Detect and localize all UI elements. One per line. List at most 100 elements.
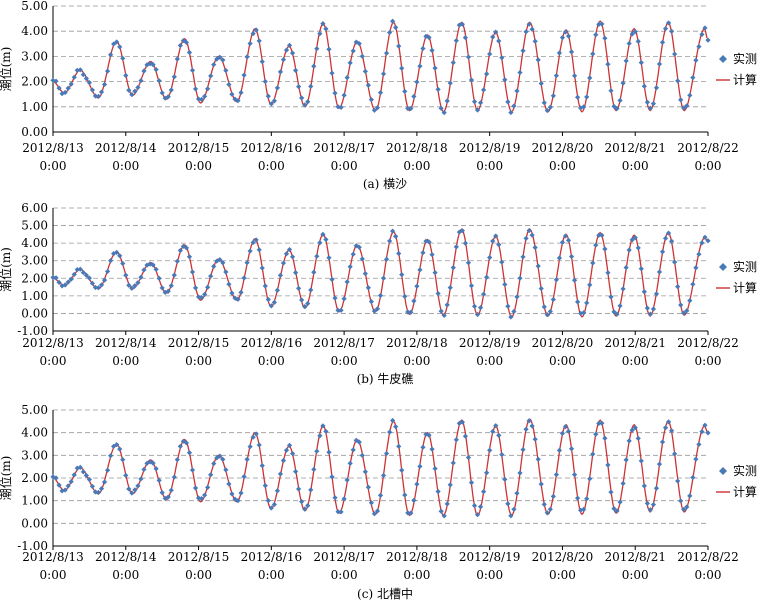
data-point-实测 bbox=[150, 62, 156, 68]
data-point-实测 bbox=[141, 267, 147, 273]
data-point-实测 bbox=[241, 275, 247, 281]
data-point-实测 bbox=[587, 476, 593, 482]
data-point-实测 bbox=[308, 83, 314, 89]
data-point-实测 bbox=[635, 435, 641, 441]
data-point-实测 bbox=[77, 266, 83, 272]
data-point-实测 bbox=[665, 20, 672, 26]
data-point-实测 bbox=[208, 472, 214, 478]
data-point-实测 bbox=[259, 265, 265, 271]
legend-label: 实测 bbox=[733, 259, 757, 274]
data-point-实测 bbox=[481, 87, 487, 93]
data-point-实测 bbox=[377, 492, 384, 498]
data-point-实测 bbox=[447, 80, 453, 86]
x-tick-label: 2012/8/21 bbox=[604, 550, 666, 564]
data-point-实测 bbox=[532, 244, 538, 251]
data-point-实测 bbox=[402, 293, 408, 299]
data-point-实测 bbox=[238, 89, 244, 96]
data-point-实测 bbox=[305, 502, 311, 509]
data-point-实测 bbox=[493, 29, 499, 35]
data-point-实测 bbox=[487, 51, 493, 57]
data-point-实测 bbox=[220, 260, 226, 266]
data-point-实测 bbox=[226, 481, 232, 487]
data-point-实测 bbox=[681, 506, 687, 513]
data-point-实测 bbox=[490, 34, 496, 40]
data-point-实测 bbox=[626, 40, 632, 47]
data-point-实测 bbox=[675, 284, 681, 290]
data-point-实测 bbox=[56, 85, 62, 91]
data-point-实测 bbox=[393, 424, 399, 430]
data-point-实测 bbox=[502, 77, 508, 83]
data-point-实测 bbox=[571, 73, 578, 79]
data-point-实测 bbox=[550, 493, 556, 499]
y-tick-label: 2.00 bbox=[21, 75, 48, 89]
data-point-实测 bbox=[356, 439, 362, 445]
y-tick-label: 5.00 bbox=[21, 0, 48, 13]
data-point-实测 bbox=[129, 490, 135, 496]
data-point-实测 bbox=[684, 308, 690, 314]
data-point-实测 bbox=[426, 239, 432, 245]
data-point-实测 bbox=[98, 486, 105, 492]
data-point-实测 bbox=[347, 460, 353, 466]
data-point-实测 bbox=[644, 500, 650, 506]
y-tick-label: 1.00 bbox=[21, 494, 48, 508]
data-point-实测 bbox=[535, 57, 541, 63]
data-point-实测 bbox=[411, 298, 417, 304]
data-point-实测 bbox=[420, 444, 426, 450]
data-point-实测 bbox=[80, 469, 86, 475]
data-point-实测 bbox=[223, 67, 229, 74]
data-point-实测 bbox=[414, 79, 420, 85]
data-point-实测 bbox=[523, 235, 529, 242]
data-point-实测 bbox=[356, 244, 362, 250]
data-point-实测 bbox=[399, 65, 405, 71]
data-point-实测 bbox=[605, 270, 611, 276]
data-point-实测 bbox=[675, 478, 681, 484]
data-point-实测 bbox=[647, 507, 653, 513]
data-point-实测 bbox=[696, 44, 702, 50]
data-point-实测 bbox=[590, 451, 596, 457]
data-point-实测 bbox=[183, 245, 190, 251]
data-point-实测 bbox=[705, 37, 711, 43]
data-point-实测 bbox=[614, 508, 620, 514]
data-point-实测 bbox=[678, 498, 684, 504]
data-point-实测 bbox=[447, 285, 453, 291]
data-point-实测 bbox=[174, 258, 180, 264]
data-point-实测 bbox=[286, 42, 293, 48]
data-point-实测 bbox=[250, 239, 256, 246]
data-point-实测 bbox=[496, 38, 502, 44]
data-point-实测 bbox=[238, 289, 244, 295]
data-point-实测 bbox=[611, 506, 617, 512]
data-point-实测 bbox=[617, 499, 623, 505]
data-point-实测 bbox=[132, 283, 138, 289]
data-point-实测 bbox=[320, 21, 326, 27]
data-point-实测 bbox=[89, 280, 96, 286]
data-point-实测 bbox=[350, 447, 356, 453]
y-axis-label: 潮位(m) bbox=[0, 456, 13, 501]
data-point-实测 bbox=[189, 269, 196, 275]
x-tick-label: 2012/8/18 bbox=[386, 550, 448, 564]
data-point-实测 bbox=[83, 75, 89, 82]
data-point-实测 bbox=[217, 54, 223, 60]
data-point-实测 bbox=[65, 279, 71, 285]
data-point-实测 bbox=[65, 483, 71, 489]
data-point-实测 bbox=[514, 490, 520, 496]
y-tick-label: 5.00 bbox=[21, 219, 48, 233]
data-point-实测 bbox=[650, 100, 657, 107]
data-point-实测 bbox=[462, 433, 469, 439]
data-point-实测 bbox=[547, 506, 553, 512]
data-point-实测 bbox=[114, 249, 120, 256]
data-point-实测 bbox=[435, 86, 441, 93]
data-point-实测 bbox=[83, 272, 89, 278]
data-point-实测 bbox=[471, 303, 478, 309]
data-point-实测 bbox=[459, 228, 465, 234]
data-point-实测 bbox=[235, 498, 241, 504]
data-point-实测 bbox=[550, 93, 556, 99]
data-point-实测 bbox=[226, 281, 232, 287]
data-point-实测 bbox=[299, 95, 305, 101]
data-point-实测 bbox=[314, 253, 320, 259]
data-point-实测 bbox=[596, 232, 602, 238]
data-point-实测 bbox=[153, 266, 159, 272]
legend-label: 计算 bbox=[733, 484, 757, 499]
data-point-实测 bbox=[565, 33, 572, 39]
data-point-实测 bbox=[602, 246, 608, 252]
data-point-实测 bbox=[662, 26, 669, 32]
